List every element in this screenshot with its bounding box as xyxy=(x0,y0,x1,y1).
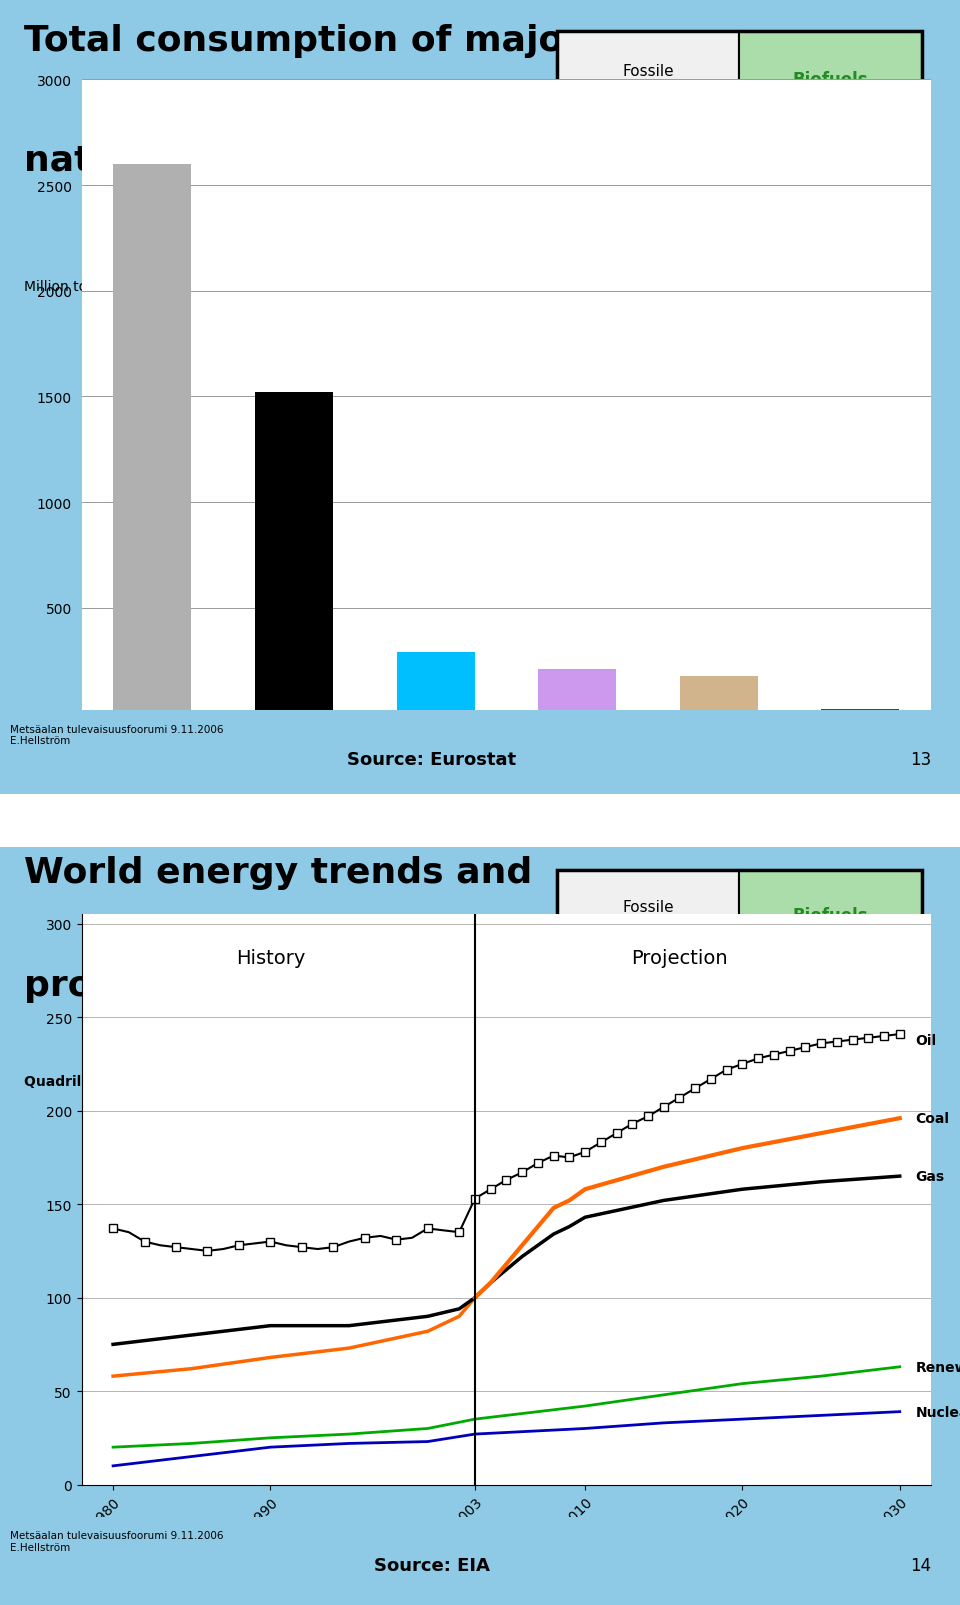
Text: Gas: Gas xyxy=(916,1170,945,1183)
Bar xyxy=(255,393,333,714)
Text: Biofuels: Biofuels xyxy=(793,907,868,924)
Text: natural resources: natural resources xyxy=(24,144,384,178)
Text: Metals,
minerals: Metals, minerals xyxy=(614,159,682,193)
Bar xyxy=(739,961,922,1051)
Bar xyxy=(739,32,922,128)
Bar xyxy=(557,961,739,1051)
Bar xyxy=(113,165,191,714)
Text: Total consumption of major: Total consumption of major xyxy=(24,24,581,58)
Bar xyxy=(557,870,922,1051)
Text: Metals,
minerals: Metals, minerals xyxy=(614,990,682,1022)
Text: Fossile
fuels: Fossile fuels xyxy=(622,64,674,96)
Text: Source: EIA: Source: EIA xyxy=(374,1557,490,1575)
Text: Coal: Coal xyxy=(916,1112,949,1125)
Text: Oil: Oil xyxy=(916,1034,937,1046)
Text: Fossile
fuels: Fossile fuels xyxy=(622,899,674,933)
Text: Renewable: Renewable xyxy=(916,1359,960,1374)
Bar xyxy=(680,676,757,714)
Bar xyxy=(396,653,474,714)
Bar xyxy=(557,870,739,961)
Bar xyxy=(539,669,616,714)
Bar xyxy=(557,32,922,223)
Text: Nuclear: Nuclear xyxy=(916,1404,960,1419)
Bar xyxy=(557,128,739,223)
Bar xyxy=(739,128,922,223)
Bar xyxy=(739,870,922,961)
Text: Biomass: Biomass xyxy=(791,998,870,1016)
Text: Biofuels: Biofuels xyxy=(793,71,868,88)
Text: History: History xyxy=(236,949,305,968)
Bar xyxy=(557,32,739,128)
Text: Source: Eurostat: Source: Eurostat xyxy=(348,751,516,769)
Text: Biomass: Biomass xyxy=(791,167,870,185)
Text: Metsäalan tulevaisuusfoorumi 9.11.2006
E.Hellström: Metsäalan tulevaisuusfoorumi 9.11.2006 E… xyxy=(10,1530,223,1552)
Text: Metsäalan tulevaisuusfoorumi 9.11.2006
E.Hellström: Metsäalan tulevaisuusfoorumi 9.11.2006 E… xyxy=(10,724,223,746)
Text: World energy trends and: World energy trends and xyxy=(24,855,532,889)
Text: Quadrillion btu: Quadrillion btu xyxy=(24,1075,141,1088)
Text: projections: projections xyxy=(24,969,252,1003)
Text: Projection: Projection xyxy=(631,949,728,968)
Text: Million tonnes or Mtoe*: Million tonnes or Mtoe* xyxy=(24,279,184,294)
Text: 14: 14 xyxy=(910,1557,931,1575)
Text: (EU-15): (EU-15) xyxy=(365,144,456,164)
Bar xyxy=(822,709,900,714)
Text: 13: 13 xyxy=(910,751,931,769)
